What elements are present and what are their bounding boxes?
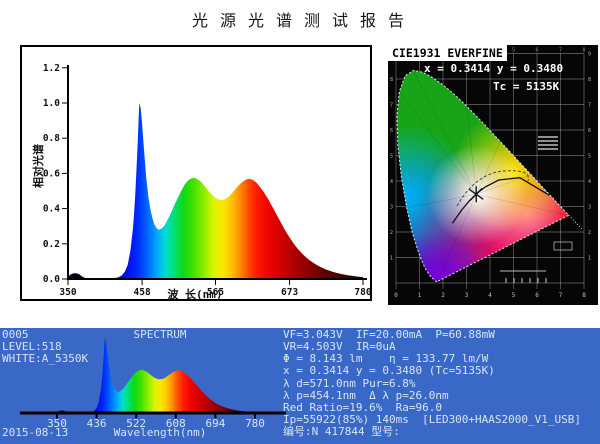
tick-label: 7 [390,103,393,109]
tick-label: 522 [126,417,146,430]
tick-label: 8 [390,77,393,83]
white-mode-readout: WHITE:A_5350K [2,352,89,365]
spectrum-chart: 0.0 0.2 0.4 0.6 0.8 1.0 1.2 350 458 565 673 780 [20,45,372,301]
tick-label: 458 [134,287,151,298]
measurement-line: x = 0.3414 y = 0.3480 (Tc=5135K) [283,364,495,378]
tick-label: 0.2 [43,239,60,250]
cie-tc-value: Tc = 5135K [493,80,560,93]
tick-label: 350 [59,287,76,298]
tick-label: 0.4 [43,204,60,215]
tick-label: 5 [588,154,591,160]
tick-label: 6 [588,128,591,134]
measurement-line: Red Ratio=19.6% Ra=96.0 [283,400,442,414]
tick-label: 0.8 [43,133,60,144]
tick-label: 3 [588,205,591,211]
measurement-readout: VF=3.043V IF=20.00mA P=60.88mW VR=4.503V … [283,328,599,439]
spd-area [68,103,363,279]
tick-label: 1 [390,256,393,262]
tick-label: 0 [394,292,398,299]
page-title: 光 源 光 谱 测 试 报 告 [191,13,408,30]
tick-label: 608 [166,417,186,430]
measurement-line: λ d=571.0nm Pur=6.8% [283,376,416,390]
cie-xy-value: x = 0.3414 y = 0.3480 [424,62,564,75]
tick-label: 5 [512,48,515,54]
measurement-line: Φ = 8.143 lm η = 133.77 lm/W [283,352,489,366]
tick-label: 4 [588,179,591,185]
level-readout: LEVEL:518 [2,340,62,353]
measurement-line: 编号:N 417844 型号: [283,425,400,439]
tick-label: 350 [47,417,67,430]
tick-label: 4 [390,179,393,185]
measurement-line: VR=4.503V IR=0uA [283,340,396,354]
tick-label: 7 [559,48,562,54]
tick-label: 7 [588,103,591,109]
measurement-line: λ p=454.1nm Δ λ p=26.0nm [283,388,449,402]
tick-label: 1.0 [43,98,60,109]
mini-spectrum-canvas: 350 436 522 608 694 780 [20,338,286,430]
tick-label: 8 [588,77,591,83]
tick-label: 0.0 [43,274,60,285]
tick-label: 3 [390,205,393,211]
tick-label: 1 [418,292,422,299]
tick-label: 1.2 [43,63,60,74]
tick-label: 9 [588,52,591,58]
measurement-line: VF=3.043V IF=20.00mA P=60.88mW [283,328,495,341]
tick-label: 436 [87,417,107,430]
tick-label: 5 [512,292,516,299]
tick-label: 6 [390,128,393,134]
spectrum-x-axis-label: 波 长(nm) [167,288,223,301]
tick-label: 6 [535,48,538,54]
cie-diagram-canvas: 001122334455667788112233445566778899 [388,45,598,305]
measurement-date: 2015-08-13 [2,426,69,439]
tick-label: 2 [588,230,591,236]
tick-label: 565 [207,287,224,298]
mini-chart-title: SPECTRUM [133,328,187,341]
tick-label: 1 [588,256,591,262]
tick-label: 3 [465,292,469,299]
tick-label: 2 [441,292,445,299]
tick-label: 780 [245,417,265,430]
tick-label: 8 [582,292,586,299]
spectrum-y-axis-label: 相对光谱 [32,144,45,188]
tick-label: 780 [354,287,370,298]
tick-label: 2 [390,230,393,236]
tick-label: 8 [582,48,585,54]
spectral-locus-outline [396,69,570,283]
mini-chart-x-label: Wavelength(nm) [113,426,207,439]
mini-spd-area [57,338,255,413]
tick-label: 5 [390,154,393,160]
sample-number: 0005 [2,328,29,341]
tick-label: 7 [559,292,563,299]
tick-label: 4 [488,292,492,299]
cie-header-label: CIE1931 EVERFINE [388,45,507,61]
measurement-line: Ip=55922(85%) 140ms [LED300+HAAS2000_V1_… [283,412,582,426]
tick-label: 694 [205,417,225,430]
tick-label: 0.6 [43,168,60,179]
tick-label: 673 [281,287,298,298]
cie-diagram: 001122334455667788112233445566778899 [388,45,598,305]
instrument-panel: 350 436 522 608 694 780 0005 LEVEL:518 WHITE:… [0,328,600,444]
spectrum-chart-canvas: 0.0 0.2 0.4 0.6 0.8 1.0 1.2 350 458 565 673 780 [43,63,370,298]
tick-label: 6 [535,292,539,299]
chromaticity-point-marker [469,187,483,201]
